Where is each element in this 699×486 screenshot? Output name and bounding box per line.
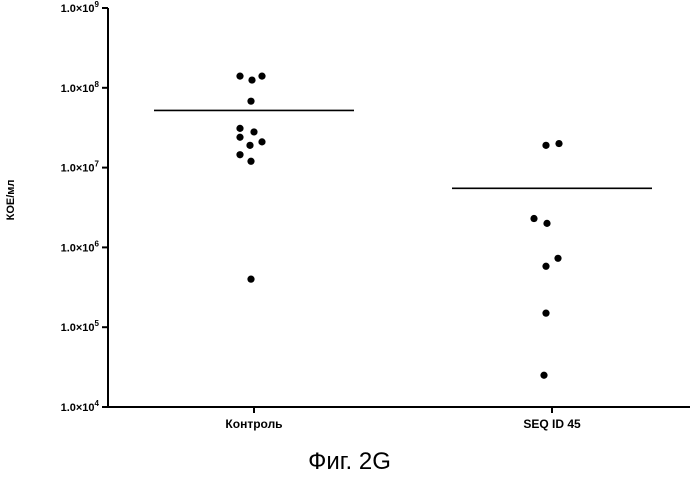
data-point <box>542 142 549 149</box>
data-point <box>247 276 254 283</box>
data-point <box>250 128 257 135</box>
data-point <box>236 134 243 141</box>
figure-caption: Фиг. 2G <box>0 448 699 476</box>
data-point <box>236 125 243 132</box>
y-tick-label: 1.0×108 <box>61 80 100 95</box>
y-tick-label: 1.0×107 <box>61 160 100 175</box>
data-marks <box>154 73 652 379</box>
y-axis-title: КОЕ/мл <box>5 180 17 221</box>
x-category-label: Контроль <box>225 417 282 431</box>
data-point <box>236 151 243 158</box>
y-axis-ticks: 1.0×104 1.0×105 1.0×106 1.0×107 1.0×108 1.0×1… <box>61 0 108 414</box>
data-point <box>542 310 549 317</box>
axes <box>108 8 690 407</box>
x-axis-categories: Контроль SEQ ID 45 <box>225 407 581 431</box>
data-point <box>248 76 255 83</box>
data-point <box>555 140 562 147</box>
y-tick-label: 1.0×106 <box>61 239 100 254</box>
data-point <box>247 98 254 105</box>
data-point <box>530 215 537 222</box>
data-point <box>246 142 253 149</box>
data-point <box>258 138 265 145</box>
data-point <box>542 263 549 270</box>
x-category-label: SEQ ID 45 <box>523 417 581 431</box>
data-point <box>554 255 561 262</box>
y-tick-label: 1.0×104 <box>61 399 100 414</box>
data-point <box>540 372 547 379</box>
y-tick-label: 1.0×105 <box>61 319 100 334</box>
data-point <box>236 73 243 80</box>
y-tick-label: 1.0×109 <box>61 0 100 15</box>
data-point <box>543 220 550 227</box>
data-point <box>247 158 254 165</box>
data-point <box>258 73 265 80</box>
